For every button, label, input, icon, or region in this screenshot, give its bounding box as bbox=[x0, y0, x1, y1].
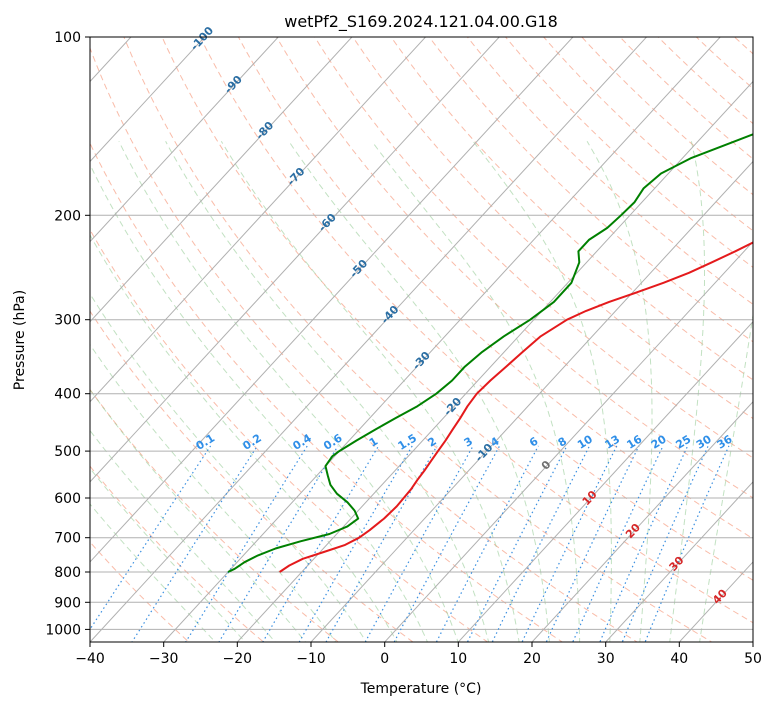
mixing-ratio-line bbox=[218, 445, 339, 642]
dry-adiabat bbox=[90, 46, 638, 642]
moist-adiabat bbox=[90, 429, 276, 642]
isotherm-line bbox=[163, 37, 721, 642]
isotherm-line bbox=[457, 320, 753, 642]
isotherm-line bbox=[531, 401, 753, 642]
y-tick-label: 900 bbox=[54, 595, 81, 611]
mixing-ratio-line bbox=[393, 445, 501, 642]
isotherm-line bbox=[310, 160, 753, 642]
dry-adiabat bbox=[199, 37, 753, 581]
moist-adiabat bbox=[220, 141, 520, 642]
y-axis: 1000 900 800 700 600 500 400 300 200 100 bbox=[45, 30, 90, 638]
moist-adiabat bbox=[586, 141, 653, 642]
x-tick-label: 20 bbox=[523, 651, 541, 667]
isotherm-line bbox=[90, 37, 574, 563]
isotherm-grid bbox=[90, 37, 753, 642]
moist-adiabat bbox=[118, 141, 459, 642]
y-axis-label: Pressure (hPa) bbox=[12, 290, 28, 390]
moist-adiabat bbox=[371, 141, 581, 642]
y-tick-label: 500 bbox=[54, 444, 81, 460]
mixing-ratio-line bbox=[599, 445, 689, 642]
y-tick-label: 800 bbox=[54, 565, 81, 581]
mixing-ratio-line bbox=[621, 445, 709, 642]
mixing-ratio-line bbox=[185, 445, 308, 642]
y-tick-label: 600 bbox=[54, 491, 81, 507]
dry-adiabats bbox=[90, 37, 753, 642]
dry-adiabat bbox=[314, 37, 753, 459]
plot-frame bbox=[89, 36, 754, 643]
dry-adiabat bbox=[619, 37, 753, 160]
x-tick-label: −20 bbox=[223, 651, 253, 667]
dry-adiabat bbox=[90, 310, 414, 642]
x-tick-label: 10 bbox=[449, 651, 467, 667]
dry-adiabat bbox=[237, 37, 753, 540]
moist-adiabat bbox=[90, 292, 367, 642]
isotherm-line bbox=[605, 481, 753, 642]
x-tick-label: 0 bbox=[380, 651, 389, 667]
mixing-ratio-lines bbox=[90, 445, 730, 642]
y-tick-label: 300 bbox=[54, 313, 81, 329]
x-tick-label: −40 bbox=[75, 651, 105, 667]
isotherm-line bbox=[90, 37, 427, 403]
dry-adiabat bbox=[428, 37, 753, 343]
dry-adiabat bbox=[90, 142, 564, 642]
moist-adiabat bbox=[90, 467, 246, 642]
profiles bbox=[227, 133, 753, 573]
y-tick-label: 1000 bbox=[45, 622, 81, 638]
mixing-ratio-line bbox=[364, 445, 474, 642]
moist-adiabat bbox=[472, 140, 612, 642]
mixing-ratio-line bbox=[90, 445, 212, 631]
isotherm-line bbox=[384, 240, 753, 642]
dry-adiabat bbox=[161, 37, 753, 624]
dry-adiabat bbox=[90, 388, 340, 642]
dry-adiabat bbox=[90, 228, 489, 642]
x-axis: −40 −30 −20 −10 0 10 20 30 40 50 bbox=[75, 642, 762, 667]
moist-adiabat bbox=[288, 141, 550, 642]
isotherm-line bbox=[90, 37, 206, 163]
x-tick-label: 30 bbox=[597, 651, 615, 667]
mixing-ratio-line bbox=[131, 445, 258, 642]
isotherm-line bbox=[90, 37, 648, 642]
isobar-grid bbox=[90, 37, 753, 630]
isotherm-line bbox=[90, 37, 353, 323]
x-tick-label: 50 bbox=[744, 651, 762, 667]
moist-adiabat bbox=[90, 343, 337, 642]
x-tick-label: −10 bbox=[296, 651, 326, 667]
x-axis-label: Temperature (°C) bbox=[360, 681, 482, 697]
moist-adiabat bbox=[90, 388, 307, 642]
dry-adiabat bbox=[352, 37, 753, 420]
y-tick-label: 200 bbox=[54, 208, 81, 224]
mixing-ratio-line bbox=[466, 445, 568, 642]
moist-adiabat bbox=[699, 312, 753, 642]
x-tick-label: 40 bbox=[670, 651, 688, 667]
dry-adiabat bbox=[275, 37, 753, 499]
isotherm-line bbox=[236, 80, 753, 642]
y-tick-label: 400 bbox=[54, 387, 81, 403]
moist-adiabat bbox=[90, 163, 429, 642]
plot-area bbox=[90, 37, 753, 642]
dry-adiabat bbox=[390, 37, 753, 381]
y-tick-label: 100 bbox=[54, 30, 81, 46]
isotherm-line bbox=[90, 37, 279, 243]
profile-line-1 bbox=[227, 133, 753, 573]
profile-line-0 bbox=[279, 241, 753, 573]
dry-adiabat bbox=[581, 37, 753, 196]
chart-title: wetPf2_S169.2024.121.04.00.G18 bbox=[284, 12, 558, 32]
isotherm-line bbox=[90, 37, 500, 483]
dry-adiabat bbox=[123, 37, 713, 642]
x-tick-label: −30 bbox=[149, 651, 179, 667]
y-tick-label: 700 bbox=[54, 531, 81, 547]
dry-adiabat bbox=[90, 465, 265, 642]
mixing-ratio-line bbox=[644, 445, 730, 642]
moist-adiabat bbox=[165, 141, 490, 642]
moist-adiabat bbox=[669, 141, 705, 642]
